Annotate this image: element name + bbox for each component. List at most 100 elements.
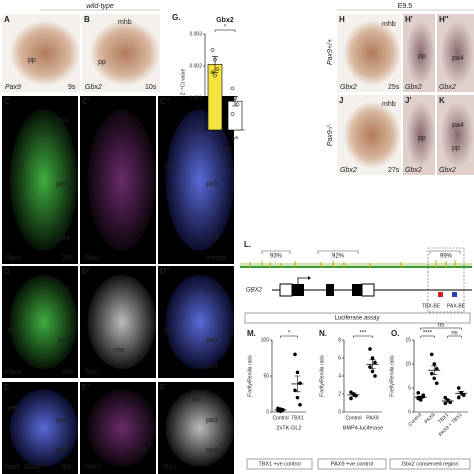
photo-label: Gbx2 xyxy=(340,167,357,174)
photo-label: Tbx1 xyxy=(162,464,178,471)
photo-content xyxy=(87,109,156,251)
photo-label: pa4 xyxy=(452,122,464,129)
photo-label: me xyxy=(192,397,202,404)
photo-content xyxy=(165,109,234,251)
x-tick-label: PAX9 xyxy=(424,412,437,425)
data-point xyxy=(459,390,464,395)
photo-content xyxy=(406,101,435,169)
footer: PAX9 +ve control xyxy=(331,461,373,467)
photo-label: mhb xyxy=(382,21,396,28)
panel-label: B xyxy=(84,15,90,24)
photo-content xyxy=(440,101,474,169)
y-axis-label: Firefly/Renilla ratio xyxy=(389,355,395,397)
photo-content xyxy=(165,389,234,467)
photo-label: mhb xyxy=(118,19,132,26)
photo-label: pp xyxy=(418,53,426,60)
photo-label: pa4 xyxy=(206,363,218,370)
photo-label: pa2 xyxy=(58,287,70,294)
data-point xyxy=(429,371,434,376)
data-point xyxy=(210,70,215,75)
photo-label: 9s xyxy=(68,84,76,91)
gene-label: 92% xyxy=(332,254,345,260)
panel-label: C xyxy=(4,97,10,106)
sig-label: * xyxy=(288,331,291,337)
panel-label: C' xyxy=(82,97,90,106)
photo-label: me xyxy=(115,347,125,354)
chart-label: O. xyxy=(391,329,399,338)
y-tick-label: 0.002 xyxy=(189,63,202,69)
photo-content xyxy=(9,389,78,467)
photo-label: pp xyxy=(452,145,460,152)
data-point xyxy=(429,352,434,357)
photo-label: pa3 xyxy=(206,337,218,344)
sig-bracket xyxy=(420,335,435,338)
data-point xyxy=(443,401,448,406)
panel-label: H'' xyxy=(439,15,449,24)
photo-label: pp xyxy=(28,57,36,64)
photo-label: 33s xyxy=(62,464,74,471)
footer-box xyxy=(317,458,387,470)
error-bar xyxy=(212,56,218,73)
photo-label: Gbx2 xyxy=(340,84,357,91)
photo-label: pa4 xyxy=(56,447,68,454)
data-point xyxy=(210,48,215,52)
y-axis-label: Firefly/Renilla ratio xyxy=(319,355,325,397)
data-point xyxy=(298,381,302,386)
data-point xyxy=(293,388,297,393)
data-point xyxy=(368,365,372,369)
x-axis-label: eYFP xyxy=(218,147,232,153)
y-tick-label: 4 xyxy=(338,373,341,379)
data-point xyxy=(416,396,421,401)
data-point xyxy=(349,396,353,401)
gene-label: 93% xyxy=(270,254,283,260)
gene-label: GBX2 xyxy=(246,288,263,294)
data-point xyxy=(443,395,448,400)
data-point xyxy=(295,370,300,375)
y-tick-label: 50 xyxy=(263,373,269,379)
data-point xyxy=(233,96,237,100)
x-tick-label: +ve xyxy=(211,135,219,141)
data-point xyxy=(368,347,372,351)
photo-label: pp xyxy=(98,59,106,66)
y-tick-label: 0 xyxy=(408,409,411,415)
photo-content xyxy=(165,274,234,370)
data-point xyxy=(230,86,235,91)
photo-label: Gbx2 xyxy=(405,167,422,174)
photo-label: Pax9 xyxy=(5,255,21,262)
sig-bracket xyxy=(280,335,298,338)
photo-label: Gbx2 xyxy=(439,167,456,174)
panel-label: H xyxy=(339,15,345,24)
photo-label: pa2 xyxy=(58,117,70,124)
panel-label: E xyxy=(4,383,10,392)
gene-label: PAX-BE xyxy=(447,303,466,309)
data-point xyxy=(432,362,437,366)
footer: Gbx2 conserved region xyxy=(402,461,459,467)
panel-label: K xyxy=(439,96,445,105)
photo-label: Gbx2 xyxy=(24,464,41,471)
data-point xyxy=(213,57,217,62)
data-point xyxy=(351,392,356,396)
gene-label: 99% xyxy=(440,254,453,260)
header: wild-type xyxy=(86,3,114,10)
panel-label: D xyxy=(4,267,10,276)
photo-content xyxy=(9,274,78,370)
photo-content xyxy=(406,20,435,86)
panel-label: D' xyxy=(82,267,90,276)
photo-label: pa4 xyxy=(58,235,70,242)
photo-label: 25s xyxy=(388,84,400,91)
photo-label: Pax9 xyxy=(5,84,21,91)
panel-label: F xyxy=(160,383,165,392)
photo-label: Gbx2 xyxy=(405,84,422,91)
x-axis-label: BMP4-luciferase xyxy=(343,425,383,431)
photo-label: Gbx2 xyxy=(84,255,101,262)
footer: TBX1 +ve control xyxy=(258,461,300,467)
header: E9.5 xyxy=(398,3,413,10)
sig-label: ns xyxy=(438,323,444,329)
header-box xyxy=(244,312,471,324)
panel-label: H' xyxy=(405,15,413,24)
data-point xyxy=(373,374,377,378)
photo-content xyxy=(440,20,474,86)
side-label: Pax9-/- xyxy=(327,123,334,146)
